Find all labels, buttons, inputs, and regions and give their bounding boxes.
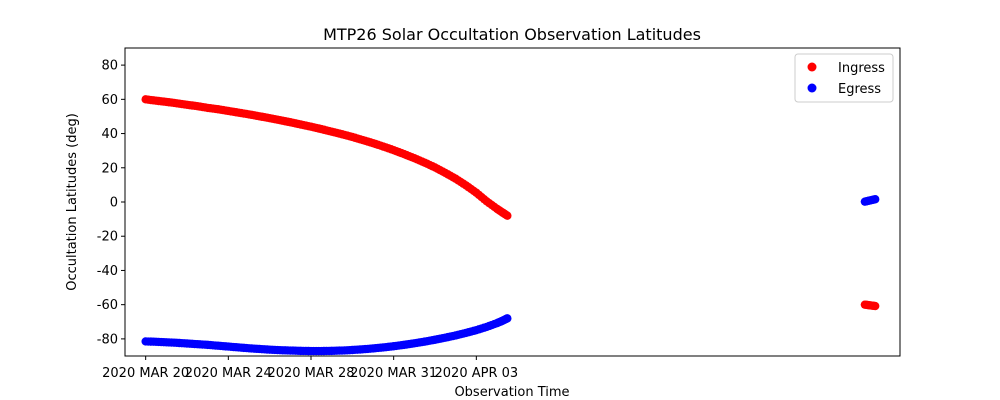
x-tick-label: 2020 APR 03 (435, 366, 519, 381)
y-tick-label: -20 (97, 230, 118, 245)
series-egress (141, 195, 880, 356)
y-tick-label: 0 (110, 196, 118, 211)
y-tick-label: 80 (101, 59, 118, 74)
marks-layer (141, 95, 880, 356)
legend-label-ingress: Ingress (838, 61, 885, 76)
legend-marker-ingress (807, 62, 817, 72)
y-tick-label: 60 (101, 93, 118, 108)
y-tick-label: 20 (101, 161, 118, 176)
plot-area-frame (124, 47, 901, 357)
x-tick-label: 2020 MAR 20 (102, 366, 189, 381)
legend-box (794, 53, 894, 103)
y-tick-label: -40 (97, 264, 118, 279)
legend: Ingress Egress (794, 53, 894, 103)
y-tick-label: 40 (101, 127, 118, 142)
x-tick-label: 2020 MAR 31 (350, 366, 437, 381)
y-axis-title: Occultation Latitudes (deg) (65, 113, 80, 291)
egress-point (503, 314, 512, 323)
x-axis-title: Observation Time (454, 385, 569, 400)
y-tick-label: -80 (97, 332, 118, 347)
series-ingress (141, 95, 880, 311)
chart-title: MTP26 Solar Occultation Observation Lati… (323, 25, 701, 44)
legend-label-egress: Egress (838, 82, 881, 97)
x-tick-label: 2020 MAR 28 (267, 366, 354, 381)
legend-marker-egress (807, 83, 817, 93)
egress-point (871, 195, 880, 204)
y-tick-label: -60 (97, 298, 118, 313)
ingress-point (871, 301, 880, 311)
y-axis-ticks: -80 -60 -40 -20 0 20 40 60 80 (97, 59, 125, 347)
x-tick-label: 2020 MAR 24 (185, 366, 272, 381)
ingress-point (503, 211, 512, 220)
